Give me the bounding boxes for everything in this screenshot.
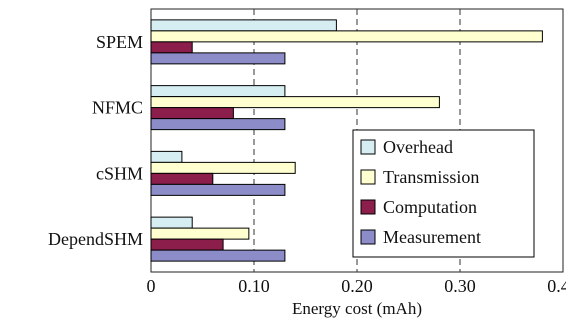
- category-labels: SPEM NFMC cSHM DependSHM: [48, 32, 143, 249]
- x-tick-label-0.40: 0.40: [547, 276, 566, 296]
- bar-nfmc-transmission: [150, 96, 440, 109]
- legend-label-computation: Computation: [383, 197, 477, 217]
- bar-dependshm-computation: [150, 238, 224, 251]
- bar-nfmc-computation: [150, 107, 234, 120]
- category-label-dependshm: DependSHM: [48, 229, 143, 249]
- bar-spem-overhead: [150, 19, 337, 32]
- x-tick-label-0: 0: [147, 276, 156, 296]
- x-tick-label-0.20: 0.20: [341, 276, 373, 296]
- x-tick-label-0.30: 0.30: [444, 276, 476, 296]
- category-label-nfmc: NFMC: [92, 98, 143, 118]
- legend: Overhead Transmission Computation Measureme…: [352, 129, 535, 258]
- legend-swatch-overhead: [360, 139, 376, 155]
- bar-spem-measurement: [150, 52, 286, 65]
- legend-swatch-transmission: [360, 169, 376, 185]
- legend-label-overhead: Overhead: [383, 137, 453, 157]
- legend-swatch-measurement: [360, 229, 376, 245]
- x-axis-title: Energy cost (mAh): [292, 299, 422, 318]
- bar-spem-transmission: [150, 30, 543, 43]
- x-tick-label-0.10: 0.10: [238, 276, 270, 296]
- category-label-cshm: cSHM: [96, 163, 143, 183]
- bar-spem-computation: [150, 41, 193, 54]
- bar-cshm-transmission: [150, 161, 296, 174]
- bars: [150, 19, 543, 262]
- legend-swatch-computation: [360, 199, 376, 215]
- bar-cshm-measurement: [150, 183, 286, 196]
- bar-nfmc-measurement: [150, 118, 286, 131]
- bar-dependshm-transmission: [150, 227, 250, 240]
- bar-cshm-computation: [150, 172, 214, 185]
- bar-dependshm-measurement: [150, 249, 286, 262]
- bar-nfmc-overhead: [150, 85, 286, 98]
- x-axis-ticks: 0 0.10 0.20 0.30 0.40: [147, 276, 566, 296]
- legend-label-measurement: Measurement: [383, 227, 481, 247]
- category-label-spem: SPEM: [96, 32, 143, 52]
- bar-cshm-overhead: [150, 150, 183, 163]
- bar-dependshm-overhead: [150, 216, 193, 229]
- legend-label-transmission: Transmission: [383, 167, 479, 187]
- legend-box: [352, 129, 535, 258]
